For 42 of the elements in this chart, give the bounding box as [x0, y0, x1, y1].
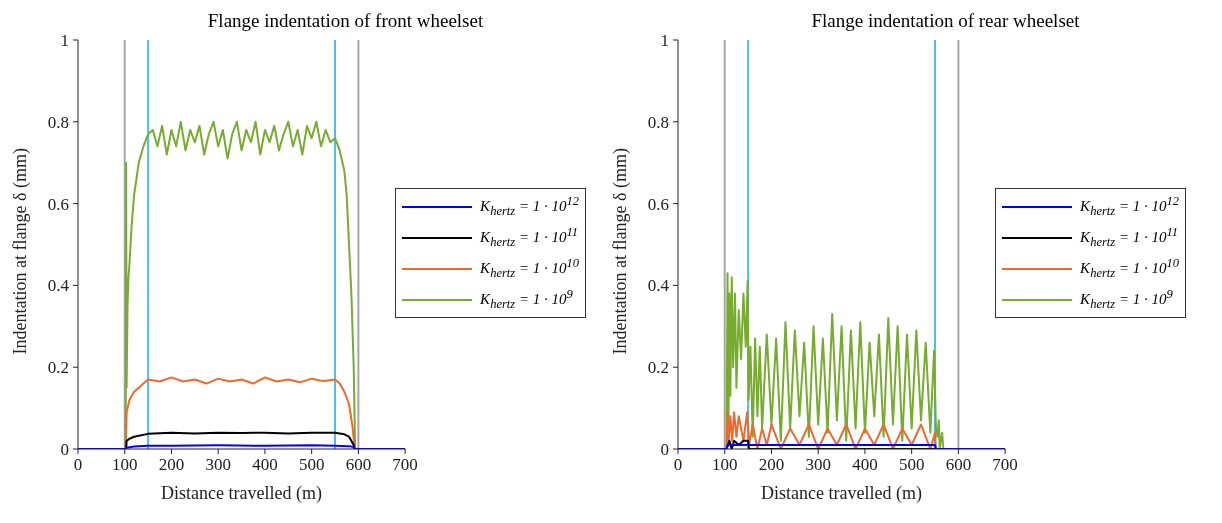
x-tick-label: 600	[945, 455, 972, 475]
x-tick-label: 100	[111, 455, 138, 475]
legend-label: K$_{hertz}$ = 1 · 10$^{10}$	[1080, 255, 1179, 282]
chart-title: Flange indentation of front wheelset	[206, 10, 485, 32]
x-tick-label: 300	[805, 455, 831, 475]
y-tick-label: 0.2	[647, 358, 669, 378]
x-tick-label: 500	[298, 455, 325, 475]
y-tick-label: 0.8	[647, 112, 669, 132]
x-tick-label: 700	[992, 455, 1018, 475]
x-tick-label: 300	[205, 455, 231, 475]
y-tick-label: 0.8	[47, 112, 69, 132]
y-tick-label: 0.2	[47, 358, 69, 378]
x-tick-label: 700	[392, 455, 418, 475]
y-axis-title: Indentation at flange δ (mm)	[610, 148, 632, 355]
y-tick-label: 1	[660, 31, 669, 51]
y-tick-label: 0.6	[47, 194, 69, 214]
x-tick-label: 0	[673, 455, 683, 475]
x-tick-label: 400	[852, 455, 878, 475]
y-tick-label: 0.4	[647, 276, 670, 296]
y-tick-label: 0.6	[647, 194, 669, 214]
legend-label: K$_{hertz}$ = 1 · 10$^{11}$	[480, 224, 579, 251]
y-axis-title: Indentation at flange δ (mm)	[10, 148, 32, 355]
legend-label: K$_{hertz}$ = 1 · 10$^{12}$	[480, 193, 579, 220]
x-axis-title: Distance travelled (m)	[761, 483, 923, 504]
y-tick-label: 0	[660, 440, 669, 460]
y-tick-label: 0.4	[47, 276, 70, 296]
x-tick-label: 500	[898, 455, 925, 475]
chart-title: Flange indentation of rear wheelset	[810, 10, 1081, 32]
legend-label: K$_{hertz}$ = 1 · 10$^{10}$	[480, 255, 579, 282]
y-tick-label: 0	[60, 440, 69, 460]
x-tick-label: 200	[758, 455, 785, 475]
legend-label: K$_{hertz}$ = 1 · 10$^{11}$	[1080, 224, 1179, 251]
x-tick-label: 200	[158, 455, 185, 475]
x-tick-label: 0	[73, 455, 83, 475]
x-tick-label: 400	[252, 455, 278, 475]
x-tick-label: 600	[345, 455, 372, 475]
y-tick-label: 1	[60, 31, 69, 51]
legend-label: K$_{hertz}$ = 1 · 10$^{9}$	[1080, 286, 1173, 313]
x-tick-label: 100	[711, 455, 738, 475]
x-axis-title: Distance travelled (m)	[161, 483, 323, 504]
legend-label: K$_{hertz}$ = 1 · 10$^{12}$	[1080, 193, 1179, 220]
legend-label: K$_{hertz}$ = 1 · 10$^{9}$	[480, 286, 573, 313]
